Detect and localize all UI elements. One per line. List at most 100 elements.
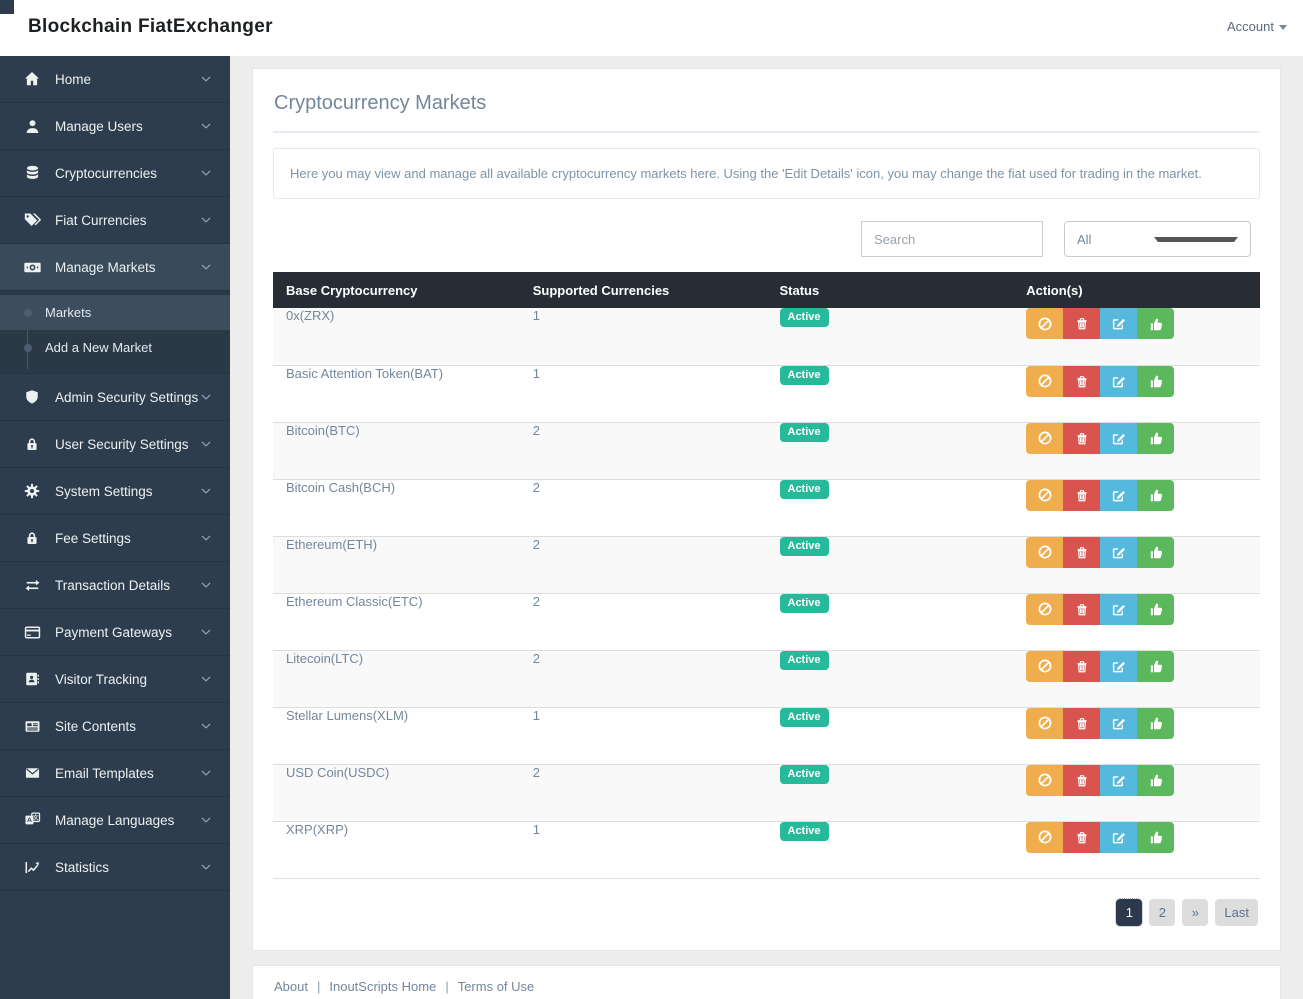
account-menu[interactable]: Account bbox=[1227, 19, 1287, 34]
edit-details-button[interactable] bbox=[1100, 479, 1138, 511]
thumbs-up-icon bbox=[1148, 316, 1164, 332]
address-book-icon bbox=[20, 670, 44, 688]
newspaper-icon bbox=[20, 718, 44, 735]
sidebar-item-site-contents[interactable]: Site Contents bbox=[0, 703, 230, 750]
chevron-down-icon bbox=[200, 391, 212, 403]
edit-details-button[interactable] bbox=[1100, 650, 1138, 682]
cell-base-cryptocurrency: Basic Attention Token(BAT) bbox=[273, 365, 520, 423]
sidebar-item-label: Fee Settings bbox=[55, 530, 131, 546]
sidebar-subitem-markets[interactable]: Markets bbox=[0, 295, 230, 330]
edit-details-button[interactable] bbox=[1100, 536, 1138, 568]
approve-button[interactable] bbox=[1137, 707, 1175, 739]
footer-separator: | bbox=[445, 978, 449, 994]
delete-button[interactable] bbox=[1063, 821, 1101, 853]
sidebar-item-user-security-settings[interactable]: User Security Settings bbox=[0, 421, 230, 468]
deactivate-button[interactable] bbox=[1026, 707, 1064, 739]
sidebar-item-manage-languages[interactable]: A 文 Manage Languages bbox=[0, 797, 230, 844]
shield-icon bbox=[20, 388, 44, 406]
deactivate-button[interactable] bbox=[1026, 479, 1064, 511]
footer-link-about[interactable]: About bbox=[274, 978, 308, 994]
pagination-button-[interactable]: » bbox=[1182, 898, 1209, 926]
ban-icon bbox=[1037, 487, 1053, 503]
pagination-button-2[interactable]: 2 bbox=[1149, 898, 1176, 926]
sidebar-item-system-settings[interactable]: System Settings bbox=[0, 468, 230, 515]
deactivate-button[interactable] bbox=[1026, 308, 1064, 339]
credit-card-icon bbox=[20, 624, 44, 641]
pagination-button-last[interactable]: Last bbox=[1215, 898, 1258, 926]
edit-details-button[interactable] bbox=[1100, 707, 1138, 739]
sidebar-item-visitor-tracking[interactable]: Visitor Tracking bbox=[0, 656, 230, 703]
cell-supported-currencies: 2 bbox=[519, 650, 767, 708]
deactivate-button[interactable] bbox=[1026, 365, 1064, 397]
action-button-group bbox=[1026, 821, 1247, 853]
action-button-group bbox=[1026, 479, 1247, 511]
approve-button[interactable] bbox=[1137, 593, 1175, 625]
delete-button[interactable] bbox=[1063, 593, 1101, 625]
approve-button[interactable] bbox=[1137, 308, 1175, 339]
edit-details-button[interactable] bbox=[1100, 593, 1138, 625]
delete-button[interactable] bbox=[1063, 764, 1101, 796]
delete-button[interactable] bbox=[1063, 650, 1101, 682]
sidebar-item-fiat-currencies[interactable]: Fiat Currencies bbox=[0, 197, 230, 244]
deactivate-button[interactable] bbox=[1026, 764, 1064, 796]
status-badge: Active bbox=[779, 479, 829, 499]
pagination-button-1[interactable]: 1 bbox=[1115, 897, 1144, 927]
edit-details-button[interactable] bbox=[1100, 365, 1138, 397]
filter-dropdown[interactable]: All bbox=[1064, 221, 1251, 257]
delete-button[interactable] bbox=[1063, 308, 1101, 339]
sidebar-item-label: Statistics bbox=[55, 859, 110, 875]
thumbs-up-icon bbox=[1148, 715, 1164, 731]
sidebar-item-label: Manage Languages bbox=[55, 812, 175, 828]
delete-button[interactable] bbox=[1063, 479, 1101, 511]
delete-button[interactable] bbox=[1063, 365, 1101, 397]
delete-button[interactable] bbox=[1063, 707, 1101, 739]
table-row: Stellar Lumens(XLM) 1 Active bbox=[273, 707, 1260, 765]
sidebar-item-fee-settings[interactable]: Fee Settings bbox=[0, 515, 230, 562]
sidebar-item-manage-markets[interactable]: Manage Markets bbox=[0, 244, 230, 291]
deactivate-button[interactable] bbox=[1026, 422, 1064, 454]
sidebar-item-admin-security-settings[interactable]: Admin Security Settings bbox=[0, 374, 230, 421]
sidebar-item-label: Home bbox=[55, 71, 92, 87]
sidebar-subitem-add-a-new-market[interactable]: Add a New Market bbox=[0, 330, 230, 365]
approve-button[interactable] bbox=[1137, 764, 1175, 796]
table-row: 0x(ZRX) 1 Active bbox=[273, 308, 1260, 366]
sidebar-item-payment-gateways[interactable]: Payment Gateways bbox=[0, 609, 230, 656]
deactivate-button[interactable] bbox=[1026, 821, 1064, 853]
sidebar-item-label: Admin Security Settings bbox=[55, 389, 199, 405]
cell-status: Active bbox=[766, 422, 1014, 480]
thumbs-up-icon bbox=[1148, 772, 1164, 788]
approve-button[interactable] bbox=[1137, 422, 1175, 454]
sidebar-item-statistics[interactable]: Statistics bbox=[0, 844, 230, 891]
approve-button[interactable] bbox=[1137, 479, 1175, 511]
edit-details-button[interactable] bbox=[1100, 308, 1138, 339]
edit-details-button[interactable] bbox=[1100, 764, 1138, 796]
sidebar-item-transaction-details[interactable]: Transaction Details bbox=[0, 562, 230, 609]
sidebar-item-label: Fiat Currencies bbox=[55, 212, 147, 228]
cell-actions bbox=[1013, 764, 1260, 822]
sidebar-item-manage-users[interactable]: Manage Users bbox=[0, 103, 230, 150]
brand-logo[interactable]: Blockchain FiatExchanger bbox=[28, 16, 273, 37]
deactivate-button[interactable] bbox=[1026, 536, 1064, 568]
deactivate-button[interactable] bbox=[1026, 593, 1064, 625]
sidebar-item-email-templates[interactable]: Email Templates bbox=[0, 750, 230, 797]
cell-actions bbox=[1013, 479, 1260, 537]
delete-button[interactable] bbox=[1063, 536, 1101, 568]
thumbs-up-icon bbox=[1148, 487, 1164, 503]
trash-icon bbox=[1075, 374, 1089, 389]
approve-button[interactable] bbox=[1137, 536, 1175, 568]
sidebar-item-home[interactable]: Home bbox=[0, 56, 230, 103]
footer-link-inoutscripts-home[interactable]: InoutScripts Home bbox=[329, 978, 437, 994]
approve-button[interactable] bbox=[1137, 821, 1175, 853]
delete-button[interactable] bbox=[1063, 422, 1101, 454]
edit-details-button[interactable] bbox=[1100, 422, 1138, 454]
deactivate-button[interactable] bbox=[1026, 650, 1064, 682]
approve-button[interactable] bbox=[1137, 365, 1175, 397]
edit-details-button[interactable] bbox=[1100, 821, 1138, 853]
footer-link-terms-of-use[interactable]: Terms of Use bbox=[457, 978, 535, 994]
search-input[interactable] bbox=[861, 221, 1043, 257]
trash-icon bbox=[1075, 773, 1089, 788]
sidebar-item-cryptocurrencies[interactable]: Cryptocurrencies bbox=[0, 150, 230, 197]
approve-button[interactable] bbox=[1137, 650, 1175, 682]
cell-actions bbox=[1013, 365, 1260, 423]
